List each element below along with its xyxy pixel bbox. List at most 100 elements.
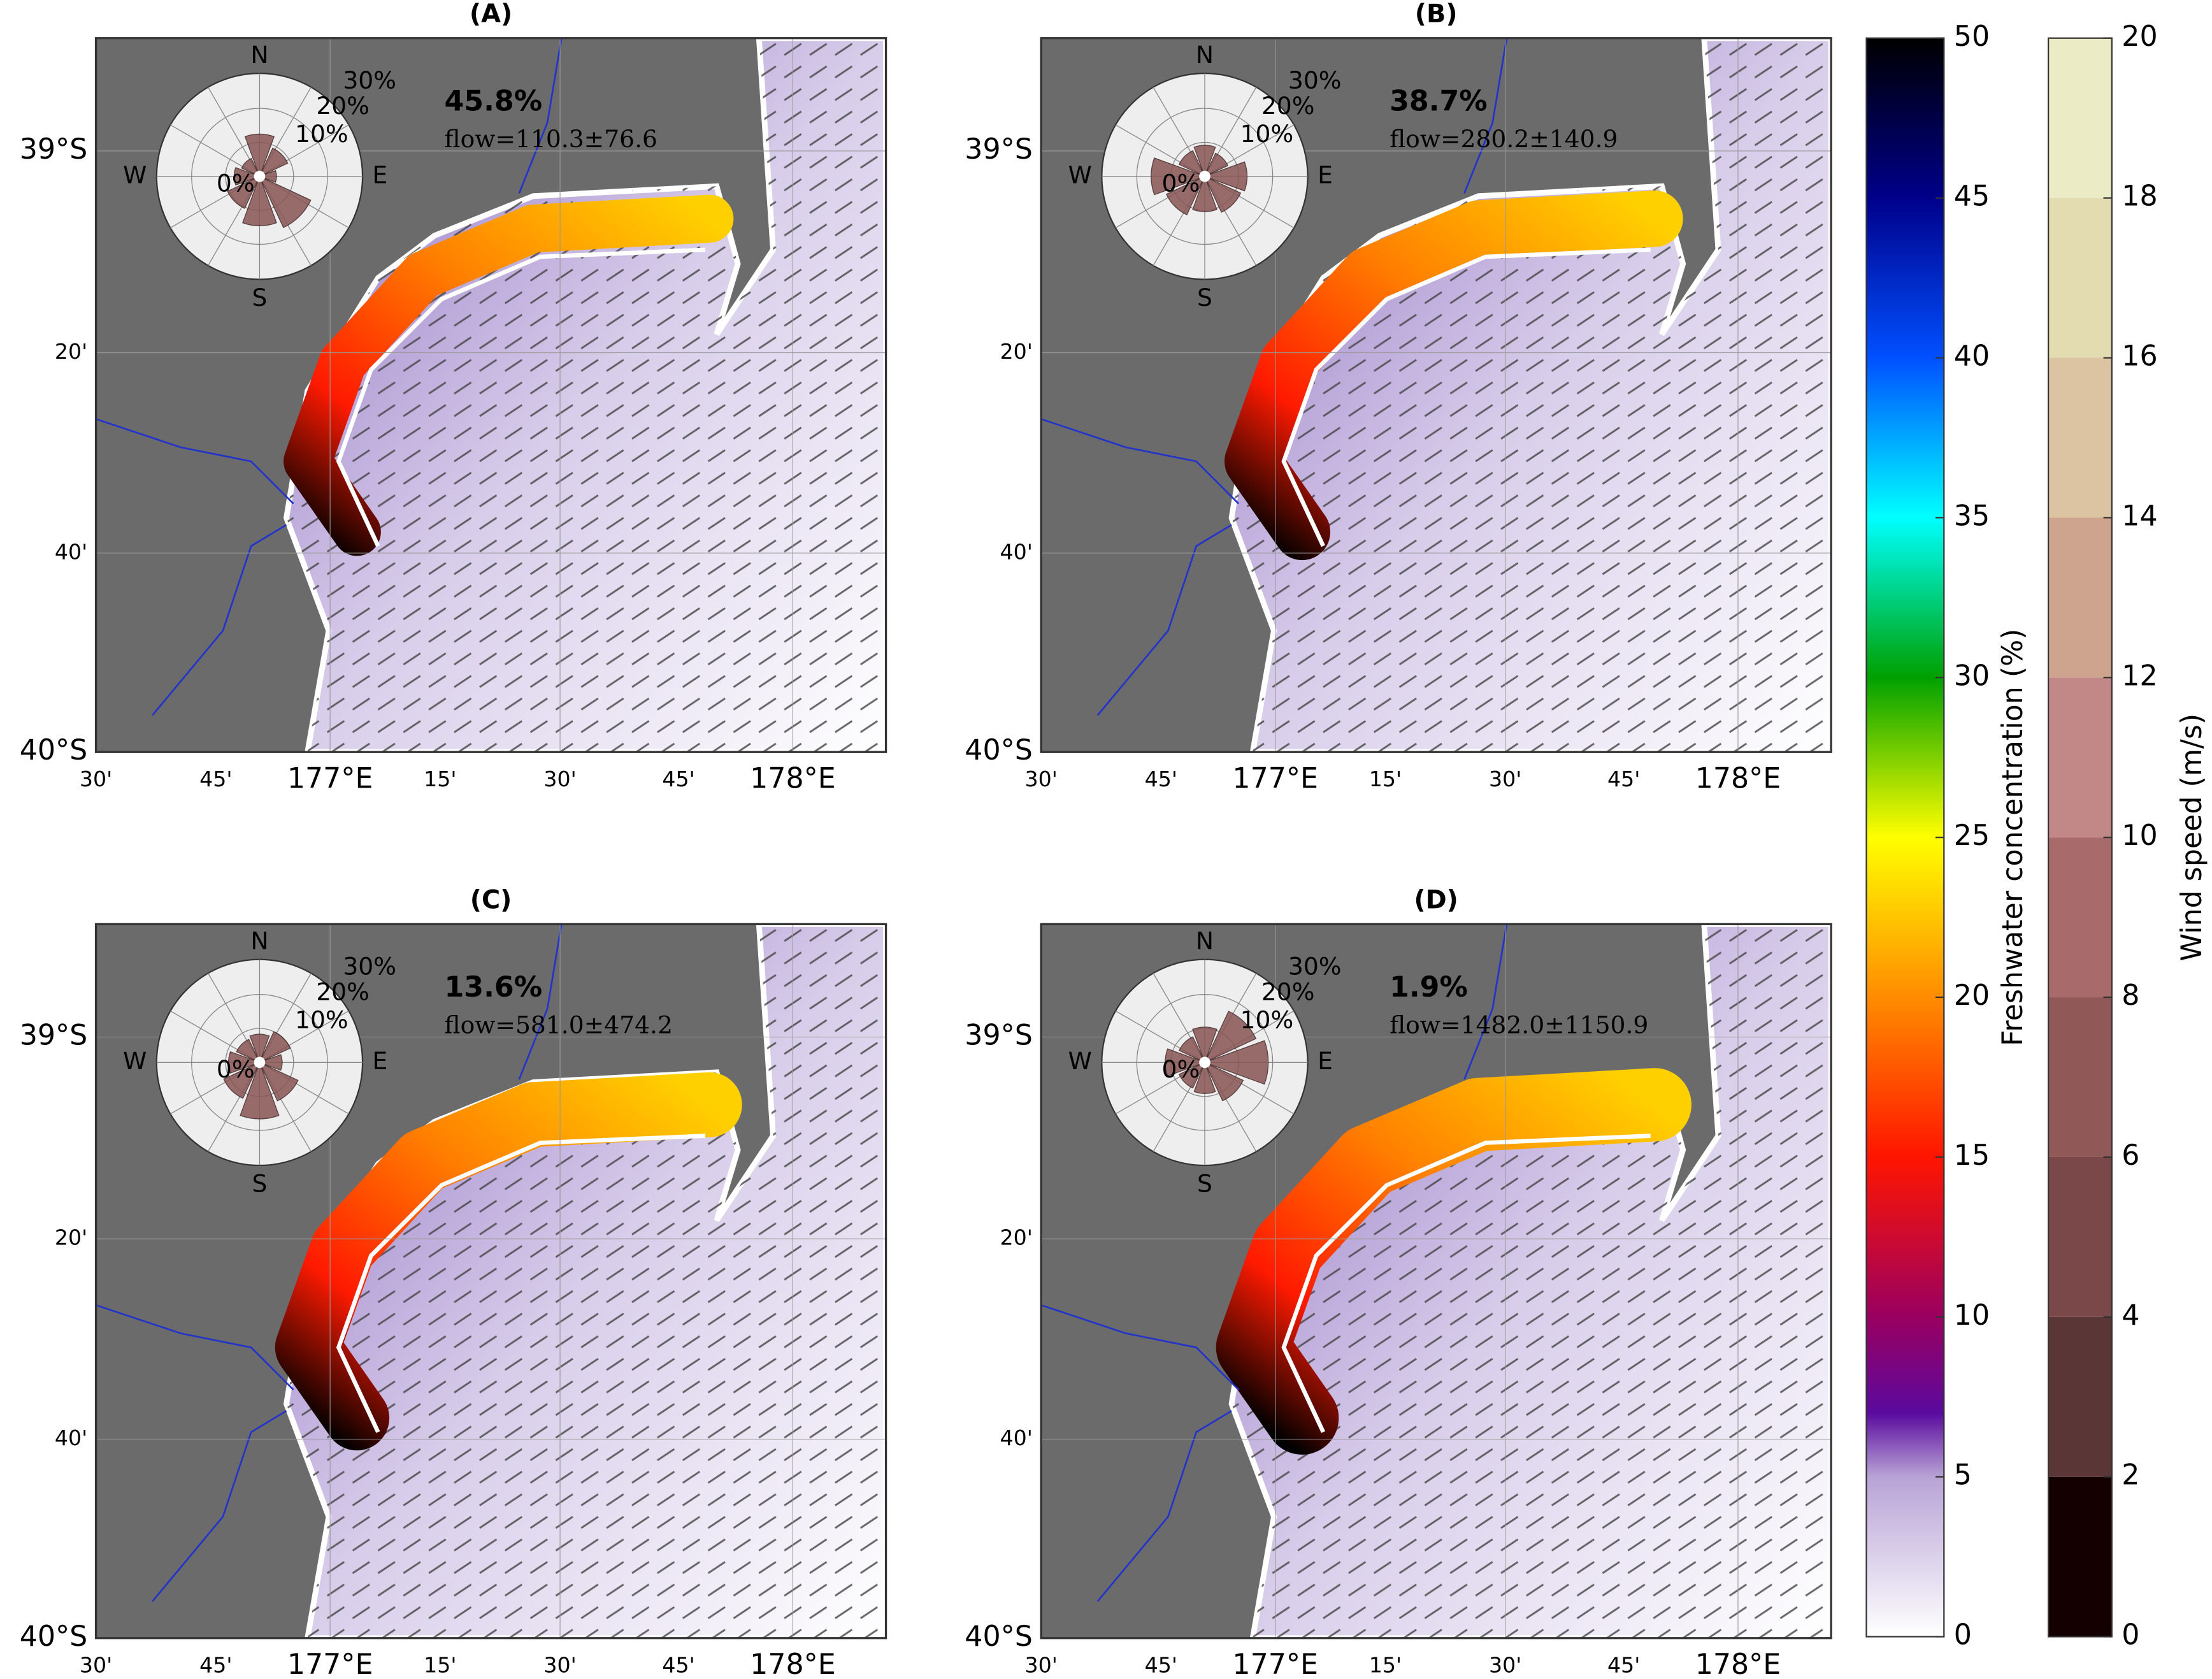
rose-ring-label: 20% bbox=[1261, 92, 1315, 120]
rose-wedge bbox=[227, 175, 261, 209]
map-frame bbox=[94, 923, 887, 1639]
wind-rose: N S W E 30%20%10% 0% bbox=[123, 927, 396, 1198]
colorbar-tick-label: 25 bbox=[1954, 819, 1990, 852]
rose-wedge bbox=[1203, 1011, 1257, 1063]
lon-label: 30' bbox=[543, 767, 576, 791]
rose-ring-label: 0% bbox=[217, 169, 255, 198]
rose-wedge bbox=[1165, 175, 1206, 215]
rose-center bbox=[1199, 1056, 1210, 1069]
compass-e: E bbox=[373, 1047, 388, 1075]
rose-wedge bbox=[259, 147, 289, 178]
compass-e: E bbox=[373, 161, 388, 189]
colorbar-tick-label: 6 bbox=[2122, 1139, 2139, 1172]
map-frame bbox=[1040, 923, 1832, 1639]
compass-e: E bbox=[1318, 1047, 1333, 1075]
rose-wedge bbox=[242, 175, 277, 226]
colorbar-band bbox=[2048, 1157, 2112, 1317]
rose-wedge bbox=[241, 157, 261, 178]
panel-title: (B) bbox=[1415, 0, 1458, 29]
flow-text: flow=1482.0±1150.9 bbox=[1390, 1011, 1648, 1039]
colorbar-tick-label: 18 bbox=[2122, 180, 2157, 213]
rose-wedge bbox=[236, 1039, 261, 1063]
rose-ring-label: 20% bbox=[1261, 977, 1315, 1005]
rose-wedge bbox=[1203, 175, 1242, 213]
lon-label: 15' bbox=[1369, 1653, 1402, 1678]
compass-w: W bbox=[123, 161, 147, 189]
colorbar-band bbox=[2048, 38, 2112, 198]
plume bbox=[284, 194, 734, 556]
rose-center bbox=[254, 170, 266, 182]
lon-label: 45' bbox=[662, 1653, 694, 1678]
rose-ring-label: 20% bbox=[316, 92, 370, 120]
colorbar-tick-label: 30 bbox=[1954, 659, 1990, 692]
colorbar-tick-label: 14 bbox=[2122, 500, 2157, 532]
rose-ring-label: 30% bbox=[1288, 953, 1342, 981]
current-arrows bbox=[286, 38, 886, 753]
lon-label: 45' bbox=[662, 767, 694, 791]
rose-wedge bbox=[223, 1061, 261, 1099]
rose-wedge bbox=[1178, 150, 1206, 178]
rose-wedge bbox=[1193, 145, 1216, 178]
compass-n: N bbox=[1196, 41, 1214, 69]
lat-label: 40' bbox=[1000, 540, 1032, 565]
lat-label: 39°S bbox=[965, 1020, 1033, 1052]
lon-label: 178°E bbox=[750, 763, 836, 795]
lon-label: 30' bbox=[80, 1653, 112, 1678]
flow-text: flow=581.0±474.2 bbox=[445, 1011, 673, 1039]
lat-label: 39°S bbox=[20, 133, 88, 166]
panel-title: (D) bbox=[1414, 885, 1458, 914]
compass-n: N bbox=[250, 41, 268, 69]
colorbar-tick-label: 5 bbox=[1954, 1459, 1972, 1492]
compass-w: W bbox=[1068, 161, 1092, 189]
plume bbox=[1216, 1068, 1691, 1455]
lon-label: 15' bbox=[424, 767, 456, 791]
colorbar-tick-label: 0 bbox=[1954, 1619, 1972, 1652]
rose-wedge bbox=[1203, 152, 1229, 178]
rose-wedge bbox=[244, 133, 275, 178]
lat-label: 40°S bbox=[20, 734, 88, 767]
colorbar-label: Freshwater concentration (%) bbox=[1997, 629, 2029, 1046]
rose-wedge bbox=[1193, 1061, 1216, 1094]
colorbar-tick-label: 20 bbox=[1954, 979, 1990, 1012]
colorbar-tick-label: 45 bbox=[1954, 180, 1990, 213]
compass-s: S bbox=[1197, 1170, 1212, 1198]
colorbar-tick-label: 12 bbox=[2122, 659, 2157, 692]
rose-wedge bbox=[240, 1061, 280, 1120]
compass-s: S bbox=[1197, 284, 1212, 312]
rose-wedge bbox=[1203, 161, 1248, 192]
plume-percent: 38.7% bbox=[1390, 85, 1488, 118]
river bbox=[1040, 924, 1508, 1603]
rose-ring-label: 30% bbox=[1288, 66, 1342, 94]
lat-label: 20' bbox=[1000, 1225, 1032, 1250]
colorbar-label: Wind speed (m/s) bbox=[2176, 714, 2208, 962]
current-arrows bbox=[1232, 38, 1832, 753]
plume-percent: 13.6% bbox=[445, 971, 543, 1004]
rose-wedge bbox=[228, 1051, 261, 1074]
plume-contour bbox=[1281, 1134, 1651, 1433]
rose-center bbox=[1199, 170, 1210, 182]
colorbar-tick-label: 10 bbox=[2122, 819, 2157, 852]
lat-label: 40' bbox=[1000, 1425, 1032, 1450]
rose-wedge bbox=[1151, 157, 1206, 196]
lon-label: 30' bbox=[1024, 1653, 1057, 1678]
lat-label: 39°S bbox=[965, 133, 1033, 166]
plume-contour bbox=[336, 247, 706, 547]
rose-wedge bbox=[1203, 1061, 1244, 1102]
map-frame bbox=[1040, 37, 1832, 753]
rose-ring-label: 0% bbox=[1162, 169, 1200, 198]
plume-percent: 45.8% bbox=[445, 85, 543, 118]
rose-wedge bbox=[258, 169, 277, 183]
lon-label: 177°E bbox=[1232, 1648, 1318, 1679]
rose-wedge bbox=[233, 167, 261, 186]
colorbar-band bbox=[2048, 837, 2112, 998]
river bbox=[96, 38, 563, 716]
map-panel: (D)1.9%flow=1482.0±1150.939°S20'40'40°S3… bbox=[965, 885, 1834, 1679]
wind-rose: N S W E 30%20%10% 0% bbox=[1068, 927, 1342, 1198]
colorbar-band bbox=[2048, 517, 2112, 678]
river bbox=[96, 924, 563, 1603]
compass-s: S bbox=[252, 1170, 267, 1198]
colorbar-tick-label: 20 bbox=[2122, 20, 2157, 53]
colorbar-band bbox=[2048, 198, 2112, 358]
rose-ring-label: 0% bbox=[1162, 1055, 1200, 1083]
plume-contour bbox=[1281, 247, 1651, 547]
